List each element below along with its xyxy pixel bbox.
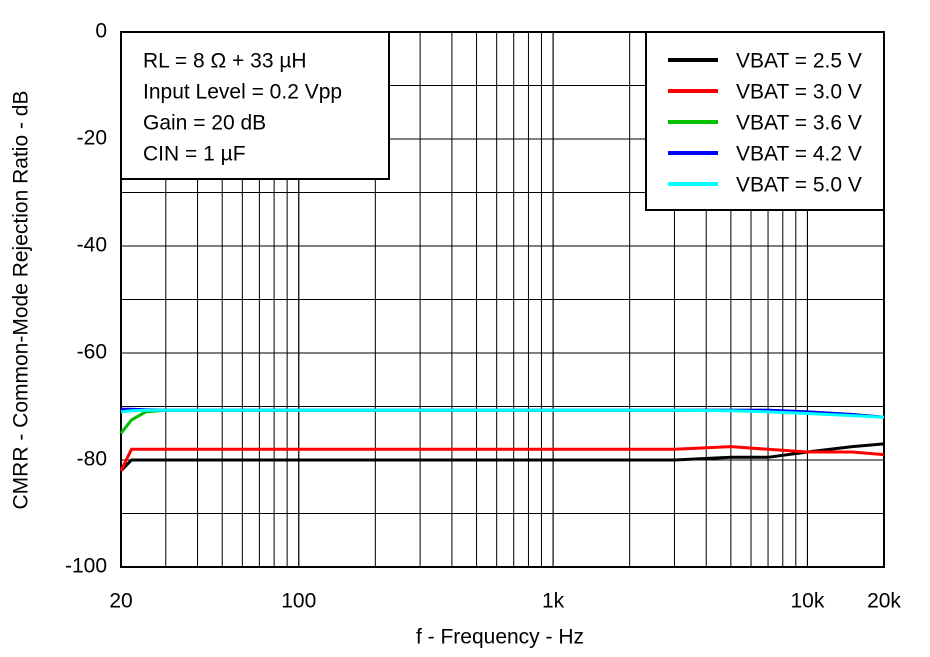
- series-line: [119, 442, 885, 472]
- x-tick-label: 1k: [542, 590, 565, 613]
- x-tick-label: 10k: [791, 590, 825, 613]
- x-axis-title: f - Frequency - Hz: [416, 626, 584, 649]
- series-line: [120, 408, 885, 419]
- annotation: RL = 8 Ω + 33 µH: [143, 50, 307, 73]
- legend-label: VBAT = 5.0 V: [736, 174, 862, 197]
- y-tick-label: -60: [77, 341, 107, 364]
- annotation: Gain = 20 dB: [143, 112, 266, 135]
- annotation-box: [120, 31, 390, 180]
- annotation: Input Level = 0.2 Vpp: [143, 81, 342, 104]
- legend-label: VBAT = 2.5 V: [736, 50, 862, 73]
- y-tick-label: 0: [95, 20, 107, 43]
- legend-label: VBAT = 3.0 V: [736, 81, 862, 104]
- series-line: [119, 445, 885, 472]
- x-tick-label: 20k: [867, 590, 901, 613]
- x-tick-label: 100: [281, 590, 316, 613]
- series-line: [119, 408, 885, 435]
- y-tick-label: -80: [77, 448, 107, 471]
- plot-frame: [120, 31, 885, 568]
- x-tick-label: 20: [109, 590, 132, 613]
- y-tick-label: -100: [65, 555, 107, 578]
- y-tick-label: -20: [77, 127, 107, 150]
- legend-label: VBAT = 3.6 V: [736, 112, 862, 135]
- y-tick-label: -40: [77, 234, 107, 257]
- legend-label: VBAT = 4.2 V: [736, 143, 862, 166]
- annotation: CIN = 1 µF: [143, 143, 246, 166]
- y-axis-title: CMRR - Common-Mode Rejection Ratio - dB: [10, 91, 33, 510]
